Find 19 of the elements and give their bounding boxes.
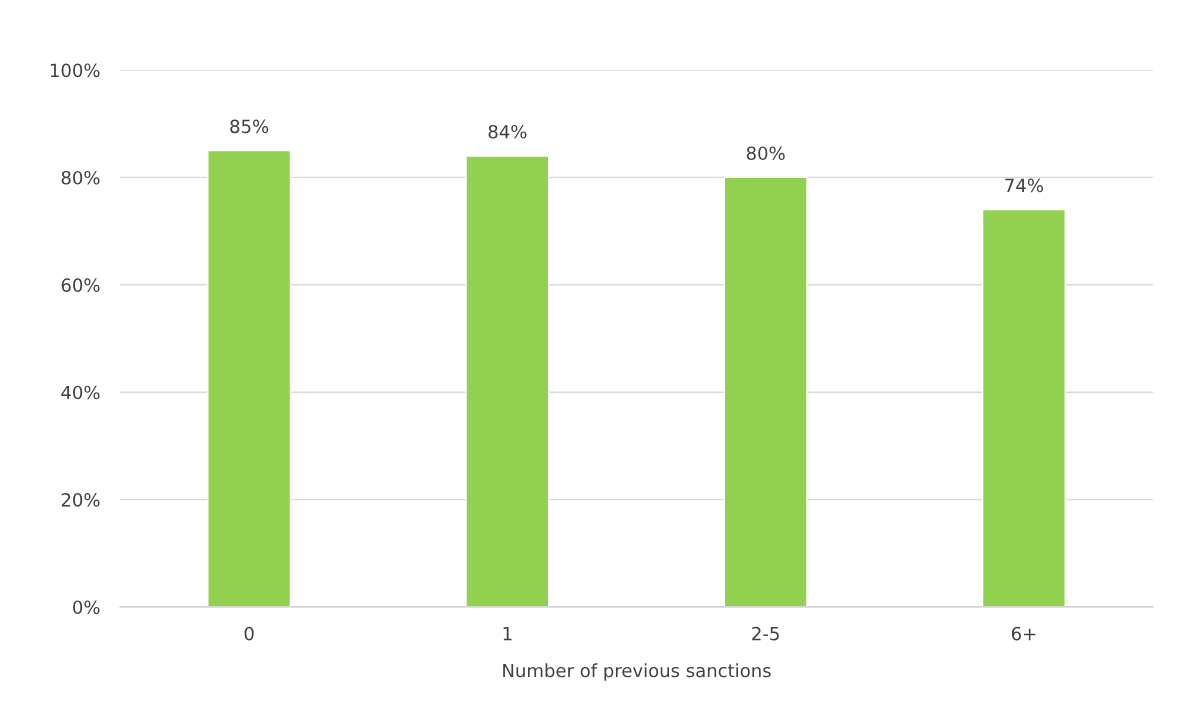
y-tick-label: 60% <box>61 278 100 292</box>
y-tick-label: 80% <box>61 170 100 185</box>
y-tick-label: 40% <box>61 385 100 400</box>
data-label: 84% <box>488 124 527 139</box>
y-tick-label: 0% <box>73 600 100 615</box>
y-tick-label: 20% <box>61 493 100 507</box>
bar <box>207 149 292 607</box>
x-tick-label: 1 <box>503 626 512 641</box>
x-axis-title: Number of previous sanctions <box>503 663 771 681</box>
y-tick-label: 100% <box>50 63 100 78</box>
x-tick-label: 6+ <box>1011 626 1036 641</box>
bar <box>723 176 808 607</box>
data-label: 80% <box>746 146 785 161</box>
data-label: 74% <box>1005 178 1043 193</box>
data-label: 85% <box>230 119 269 134</box>
x-tick-label: 2-5 <box>752 626 779 641</box>
x-tick-label: 0 <box>244 626 254 641</box>
bar <box>465 155 550 607</box>
bar <box>981 208 1066 607</box>
